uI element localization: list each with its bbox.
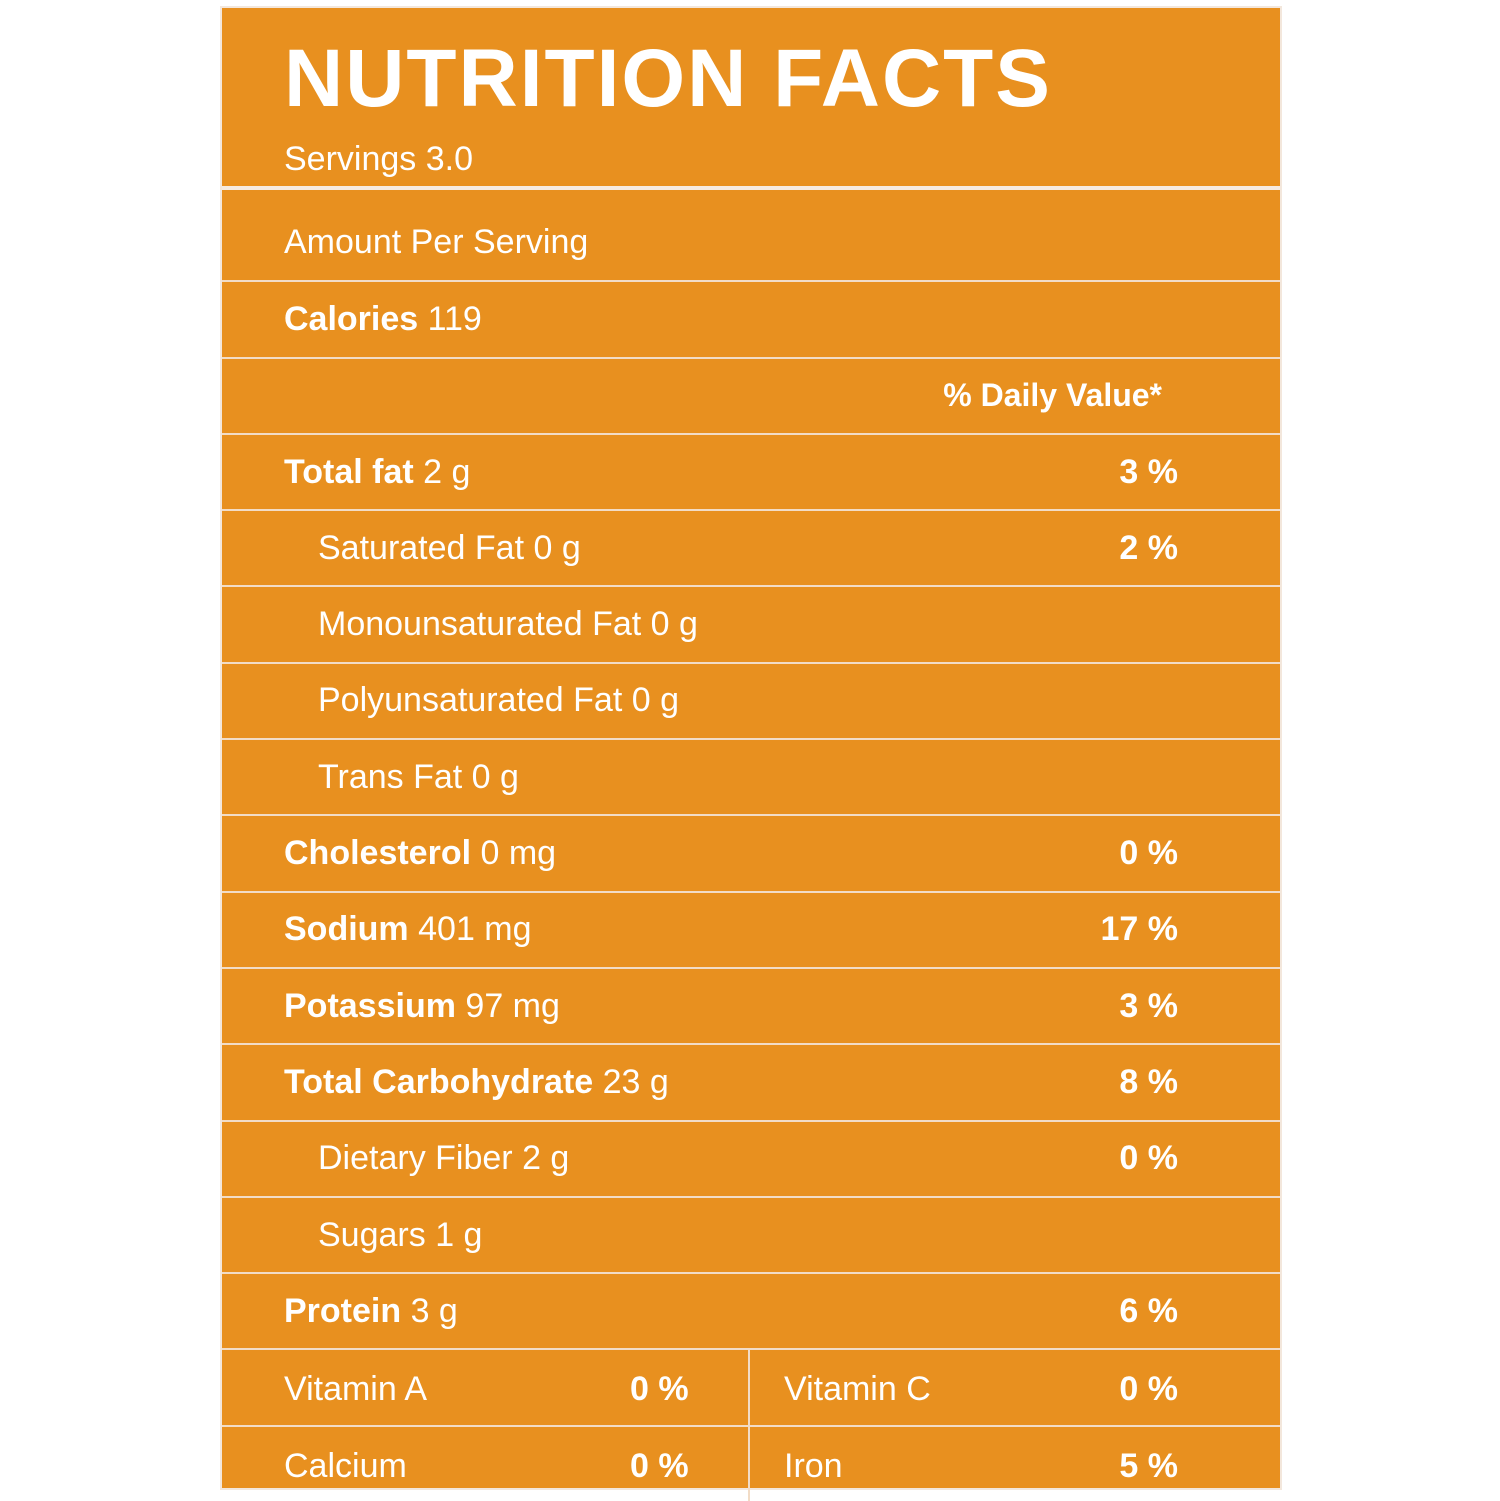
nutrient-row-monounsaturated-fat: Monounsaturated Fat 0 g: [222, 585, 1280, 661]
vitamin-row: Vitamin A 0 % Vitamin C 0 %: [222, 1348, 1280, 1425]
nutrient-row-sodium: Sodium 401 mg 17 %: [222, 890, 1280, 967]
vitamin-column-divider: [748, 1426, 750, 1501]
vitamin-percent: 0 %: [630, 1370, 689, 1409]
nutrient-name: Total Carbohydrate 23 g: [284, 1063, 669, 1102]
nutrient-label: Total Carbohydrate: [284, 1062, 594, 1101]
nutrient-name: Total fat 2 g: [284, 453, 470, 492]
nutrient-label: Sodium: [284, 910, 409, 949]
calories-value: 119: [427, 299, 482, 338]
nutrient-row-protein: Protein 3 g 6 %: [222, 1272, 1280, 1348]
calories-text: Calories 119: [284, 300, 482, 339]
nutrient-amount: 23 g: [602, 1062, 669, 1101]
nutrient-name: Sodium 401 mg: [284, 910, 532, 949]
vitamin-name: Vitamin C: [784, 1370, 931, 1409]
nutrient-amount: 0 g: [631, 681, 680, 720]
nutrient-amount: 401 mg: [418, 910, 532, 949]
vitamin-percent: 5 %: [1119, 1446, 1178, 1485]
nutrient-row-total-fat: Total fat 2 g 3 %: [222, 432, 1280, 509]
nutrient-name: Dietary Fiber 2 g: [318, 1139, 569, 1178]
calories-row: Calories 119: [222, 280, 1280, 356]
nutrient-label: Cholesterol: [284, 834, 472, 873]
nutrient-dv: 0 %: [1119, 834, 1178, 873]
nutrient-label: Saturated Fat: [318, 528, 525, 567]
vitamin-name: Calcium: [284, 1446, 407, 1485]
nutrient-dv: 3 %: [1119, 452, 1178, 491]
nutrient-dv: 3 %: [1119, 986, 1178, 1025]
nutrition-label: NUTRITION FACTS Servings 3.0 Amount Per …: [220, 6, 1282, 1501]
nutrient-row-cholesterol: Cholesterol 0 mg 0 %: [222, 814, 1280, 890]
daily-value-header-row: % Daily Value*: [222, 356, 1280, 433]
servings-text: Servings 3.0: [284, 140, 473, 178]
amount-per-serving-label: Amount Per Serving: [284, 222, 589, 261]
vitamin-column-divider: [748, 1350, 750, 1425]
nutrient-label: Sugars: [318, 1215, 426, 1254]
nutrient-label: Polyunsaturated Fat: [318, 681, 623, 720]
vitamin-row: Calcium 0 % Iron 5 %: [222, 1424, 1280, 1501]
nutrient-name: Polyunsaturated Fat 0 g: [318, 681, 679, 720]
nutrient-name: Trans Fat 0 g: [318, 758, 519, 797]
nutrient-label: Monounsaturated Fat: [318, 605, 642, 644]
amount-per-serving-row: Amount Per Serving: [222, 204, 1280, 280]
nutrient-label: Potassium: [284, 986, 456, 1025]
nutrient-name: Sugars 1 g: [318, 1216, 482, 1255]
nutrient-row-saturated-fat: Saturated Fat 0 g 2 %: [222, 509, 1280, 585]
nutrient-row-total-carbohydrate: Total Carbohydrate 23 g 8 %: [222, 1043, 1280, 1119]
nutrient-row-trans-fat: Trans Fat 0 g: [222, 738, 1280, 814]
nutrient-name: Saturated Fat 0 g: [318, 529, 581, 568]
nutrient-amount: 2 g: [522, 1139, 570, 1178]
nutrient-name: Potassium 97 mg: [284, 987, 560, 1026]
nutrient-label: Dietary Fiber: [318, 1139, 513, 1178]
nutrient-rows: Amount Per Serving Calories 119 % Daily …: [222, 204, 1280, 1501]
nutrient-amount: 97 mg: [465, 986, 560, 1025]
nutrient-row-sugars: Sugars 1 g: [222, 1195, 1280, 1272]
nutrient-dv: 17 %: [1100, 910, 1179, 949]
nutrient-row-polyunsaturated-fat: Polyunsaturated Fat 0 g: [222, 661, 1280, 738]
nutrient-amount: 3 g: [410, 1291, 458, 1330]
nutrient-label: Trans Fat: [318, 757, 463, 796]
nutrient-amount: 0 g: [471, 757, 519, 796]
label-header: NUTRITION FACTS Servings 3.0: [222, 8, 1280, 190]
vitamin-percent: 0 %: [630, 1446, 689, 1485]
vitamin-name: Vitamin A: [284, 1370, 428, 1409]
nutrient-name: Protein 3 g: [284, 1292, 458, 1331]
nutrient-amount: 2 g: [423, 452, 471, 491]
daily-value-header: % Daily Value*: [943, 377, 1162, 414]
nutrient-dv: 8 %: [1119, 1062, 1178, 1101]
vitamin-name: Iron: [784, 1446, 843, 1485]
nutrient-row-dietary-fiber: Dietary Fiber 2 g 0 %: [222, 1119, 1280, 1196]
label-title: NUTRITION FACTS: [284, 33, 1052, 124]
nutrient-dv: 0 %: [1119, 1139, 1178, 1178]
nutrient-row-potassium: Potassium 97 mg 3 %: [222, 966, 1280, 1043]
nutrient-name: Cholesterol 0 mg: [284, 834, 556, 873]
nutrient-dv: 2 %: [1119, 528, 1178, 567]
nutrient-amount: 0 g: [650, 605, 698, 644]
nutrient-label: Protein: [284, 1291, 402, 1330]
nutrient-amount: 1 g: [435, 1215, 483, 1254]
nutrient-amount: 0 mg: [480, 834, 557, 873]
calories-label: Calories: [284, 299, 419, 338]
nutrient-label: Total fat: [284, 452, 414, 491]
nutrient-name: Monounsaturated Fat 0 g: [318, 605, 698, 644]
nutrient-dv: 6 %: [1119, 1291, 1178, 1330]
vitamin-percent: 0 %: [1119, 1370, 1178, 1409]
nutrient-amount: 0 g: [533, 528, 581, 567]
